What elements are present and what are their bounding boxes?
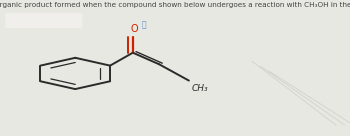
Text: ⓘ: ⓘ (141, 20, 146, 29)
Text: CH₃: CH₃ (192, 84, 208, 93)
Text: O: O (131, 24, 138, 34)
Text: Draw the major organic product formed when the compound shown below undergoes a : Draw the major organic product formed wh… (0, 2, 350, 8)
FancyBboxPatch shape (5, 13, 82, 28)
